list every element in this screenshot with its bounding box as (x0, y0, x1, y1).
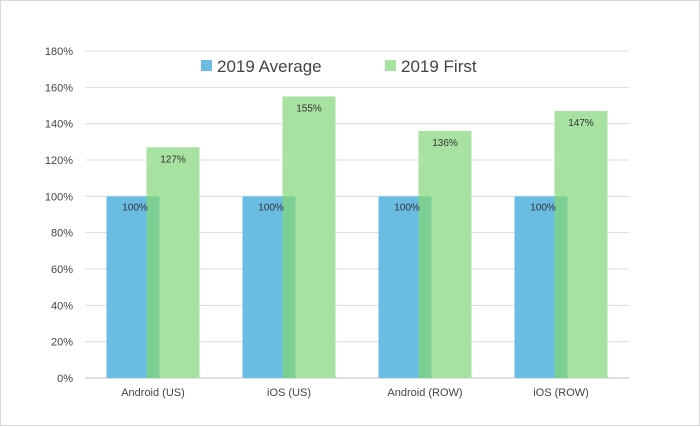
y-tick-label: 80% (51, 228, 73, 240)
legend-label: 2019 Average (217, 57, 322, 76)
data-label-2019-first: 127% (160, 154, 186, 165)
y-tick-label: 140% (45, 119, 73, 131)
data-label-2019-first: 136% (432, 138, 458, 149)
y-tick-label: 160% (45, 82, 73, 94)
y-tick-label: 0% (57, 373, 73, 385)
y-tick-label: 120% (45, 155, 73, 167)
data-label-2019-first: 147% (568, 118, 594, 129)
bar-overlap (146, 196, 160, 378)
x-category-label: iOS (ROW) (533, 387, 589, 399)
data-label-2019-average: 100% (394, 202, 420, 213)
y-tick-label: 100% (45, 191, 73, 203)
legend-label: 2019 First (401, 57, 477, 76)
data-label-2019-average: 100% (122, 202, 148, 213)
bar-overlap (418, 196, 432, 378)
data-label-2019-first: 155% (296, 103, 322, 114)
bar-overlap (282, 196, 296, 378)
legend-swatch (385, 60, 396, 71)
x-category-label: iOS (US) (267, 387, 311, 399)
data-label-2019-average: 100% (530, 202, 556, 213)
y-tick-label: 40% (51, 300, 73, 312)
legend-swatch (201, 60, 212, 71)
bar-overlap (554, 196, 568, 378)
y-tick-label: 60% (51, 264, 73, 276)
y-tick-label: 180% (45, 46, 73, 58)
y-tick-label: 20% (51, 337, 73, 349)
data-label-2019-average: 100% (258, 202, 284, 213)
x-category-label: Android (US) (121, 387, 185, 399)
x-category-label: Android (ROW) (387, 387, 462, 399)
